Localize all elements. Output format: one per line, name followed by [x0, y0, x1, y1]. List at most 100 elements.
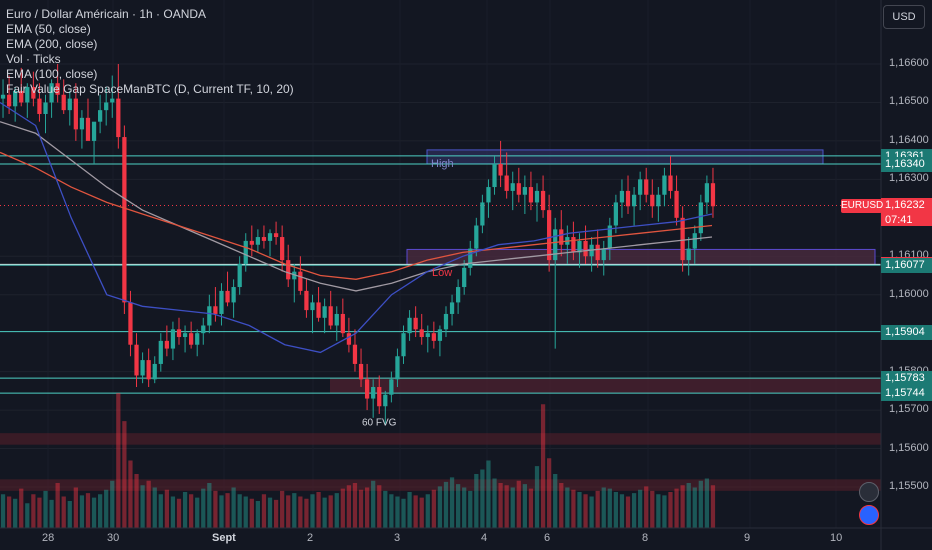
volume-bar [510, 487, 515, 528]
candle-body [292, 271, 297, 280]
volume-bar [498, 483, 503, 528]
candle-body [55, 83, 60, 95]
volume-bar [164, 489, 169, 528]
candle-body [577, 240, 582, 253]
volume-bar [358, 489, 364, 528]
candle-body [625, 190, 631, 207]
volume-bar [237, 494, 242, 528]
legend-volume[interactable]: Vol · Ticks [6, 52, 61, 66]
candle-body [304, 290, 309, 311]
candle-body [516, 183, 521, 195]
volume-bar [534, 466, 540, 528]
volume-bar [73, 487, 78, 528]
alert-icon[interactable] [859, 482, 879, 502]
level-price-tag: 1,15904 [881, 324, 932, 340]
fvg-band [0, 433, 881, 445]
candle-body [383, 394, 388, 407]
legend-ema50[interactable]: EMA (50, close) [6, 22, 91, 36]
volume-bar [219, 495, 224, 528]
candle-body [492, 163, 497, 188]
volume-bar [377, 485, 382, 528]
volume-bar [286, 495, 291, 528]
volume-bar [140, 485, 145, 528]
candle-body [110, 98, 115, 103]
price-tick-label: 1,16400 [889, 133, 929, 146]
volume-bar [371, 480, 376, 528]
candle-body [280, 237, 285, 261]
annotation-label: Low [432, 267, 452, 279]
volume-bar [19, 488, 24, 528]
candle-body [547, 210, 552, 261]
candle-body [97, 110, 103, 122]
candle-body [638, 179, 643, 195]
volume-bar [170, 496, 176, 528]
candle-body [225, 290, 230, 303]
volume-bar [213, 490, 218, 528]
level-price-tag: 1,16340 [881, 156, 932, 172]
volume-bar [128, 460, 133, 528]
candle-body [310, 302, 315, 311]
volume-bar [607, 488, 612, 528]
candle-body [273, 233, 279, 238]
candle-body [219, 290, 224, 314]
volume-bar [522, 484, 527, 528]
candle-body [340, 313, 345, 334]
volume-bar [656, 494, 661, 528]
legend-fvg[interactable]: Fair Value Gap SpaceManBTC (D, Current T… [6, 82, 294, 96]
candle-body [553, 229, 558, 261]
volume-bar [565, 487, 570, 528]
legend-ema200[interactable]: EMA (200, close) [6, 37, 98, 51]
volume-bar [207, 483, 212, 528]
candle-body [0, 94, 6, 99]
volume-bar [91, 497, 97, 528]
volume-bar [352, 483, 358, 528]
candle-body [443, 313, 449, 330]
candle-body [31, 87, 36, 99]
level-price-tag: 1,16077 [881, 258, 932, 274]
volume-bar [692, 487, 697, 528]
candle-body [243, 240, 248, 264]
volume-bar [304, 498, 309, 528]
chart-legend: Euro / Dollar Américain · 1h · OANDA EMA… [6, 7, 294, 97]
volume-bars [0, 393, 716, 528]
ema-lines [0, 101, 713, 354]
candle-body [474, 225, 479, 249]
candle-body [79, 117, 85, 130]
time-axis[interactable]: 28 30 Sept 2 3 4 6 8 9 10 [0, 528, 881, 550]
price-axis[interactable]: 1,16600 1,16500 1,16400 1,16300 1,16100 1,160… [881, 0, 932, 528]
volume-bar [43, 490, 48, 528]
candle-body [528, 187, 534, 203]
annotation-label: 60 FVG [362, 417, 397, 428]
volume-bar [492, 478, 497, 528]
volume-bar [619, 494, 625, 528]
volume-bar [195, 497, 200, 528]
candle-body [486, 187, 491, 203]
time-tick-label: 2 [307, 532, 314, 544]
candle-body [468, 248, 473, 268]
volume-bar [261, 494, 267, 528]
volume-bar [249, 498, 254, 528]
candle-body [668, 175, 673, 191]
candle-body [601, 248, 606, 261]
candle-body [176, 329, 182, 338]
candle-body [583, 240, 588, 257]
currency-button[interactable]: USD [883, 5, 925, 29]
candle-body [122, 137, 127, 303]
candle-body [146, 360, 151, 380]
candle-body [134, 344, 139, 376]
candle-body [140, 360, 145, 376]
volume-bar [462, 487, 467, 528]
candle-body [437, 329, 443, 341]
time-tick-label: 10 [830, 532, 843, 544]
legend-ema100[interactable]: EMA (100, close) [6, 67, 98, 81]
volume-bar [516, 480, 521, 528]
candle-body [395, 356, 400, 380]
volume-bar [413, 495, 418, 528]
volume-bar [189, 494, 194, 528]
candle-body [322, 306, 327, 318]
candle-body [401, 333, 406, 357]
settings-icon[interactable] [859, 505, 879, 525]
volume-bar [346, 485, 352, 528]
candle-body [328, 306, 333, 326]
